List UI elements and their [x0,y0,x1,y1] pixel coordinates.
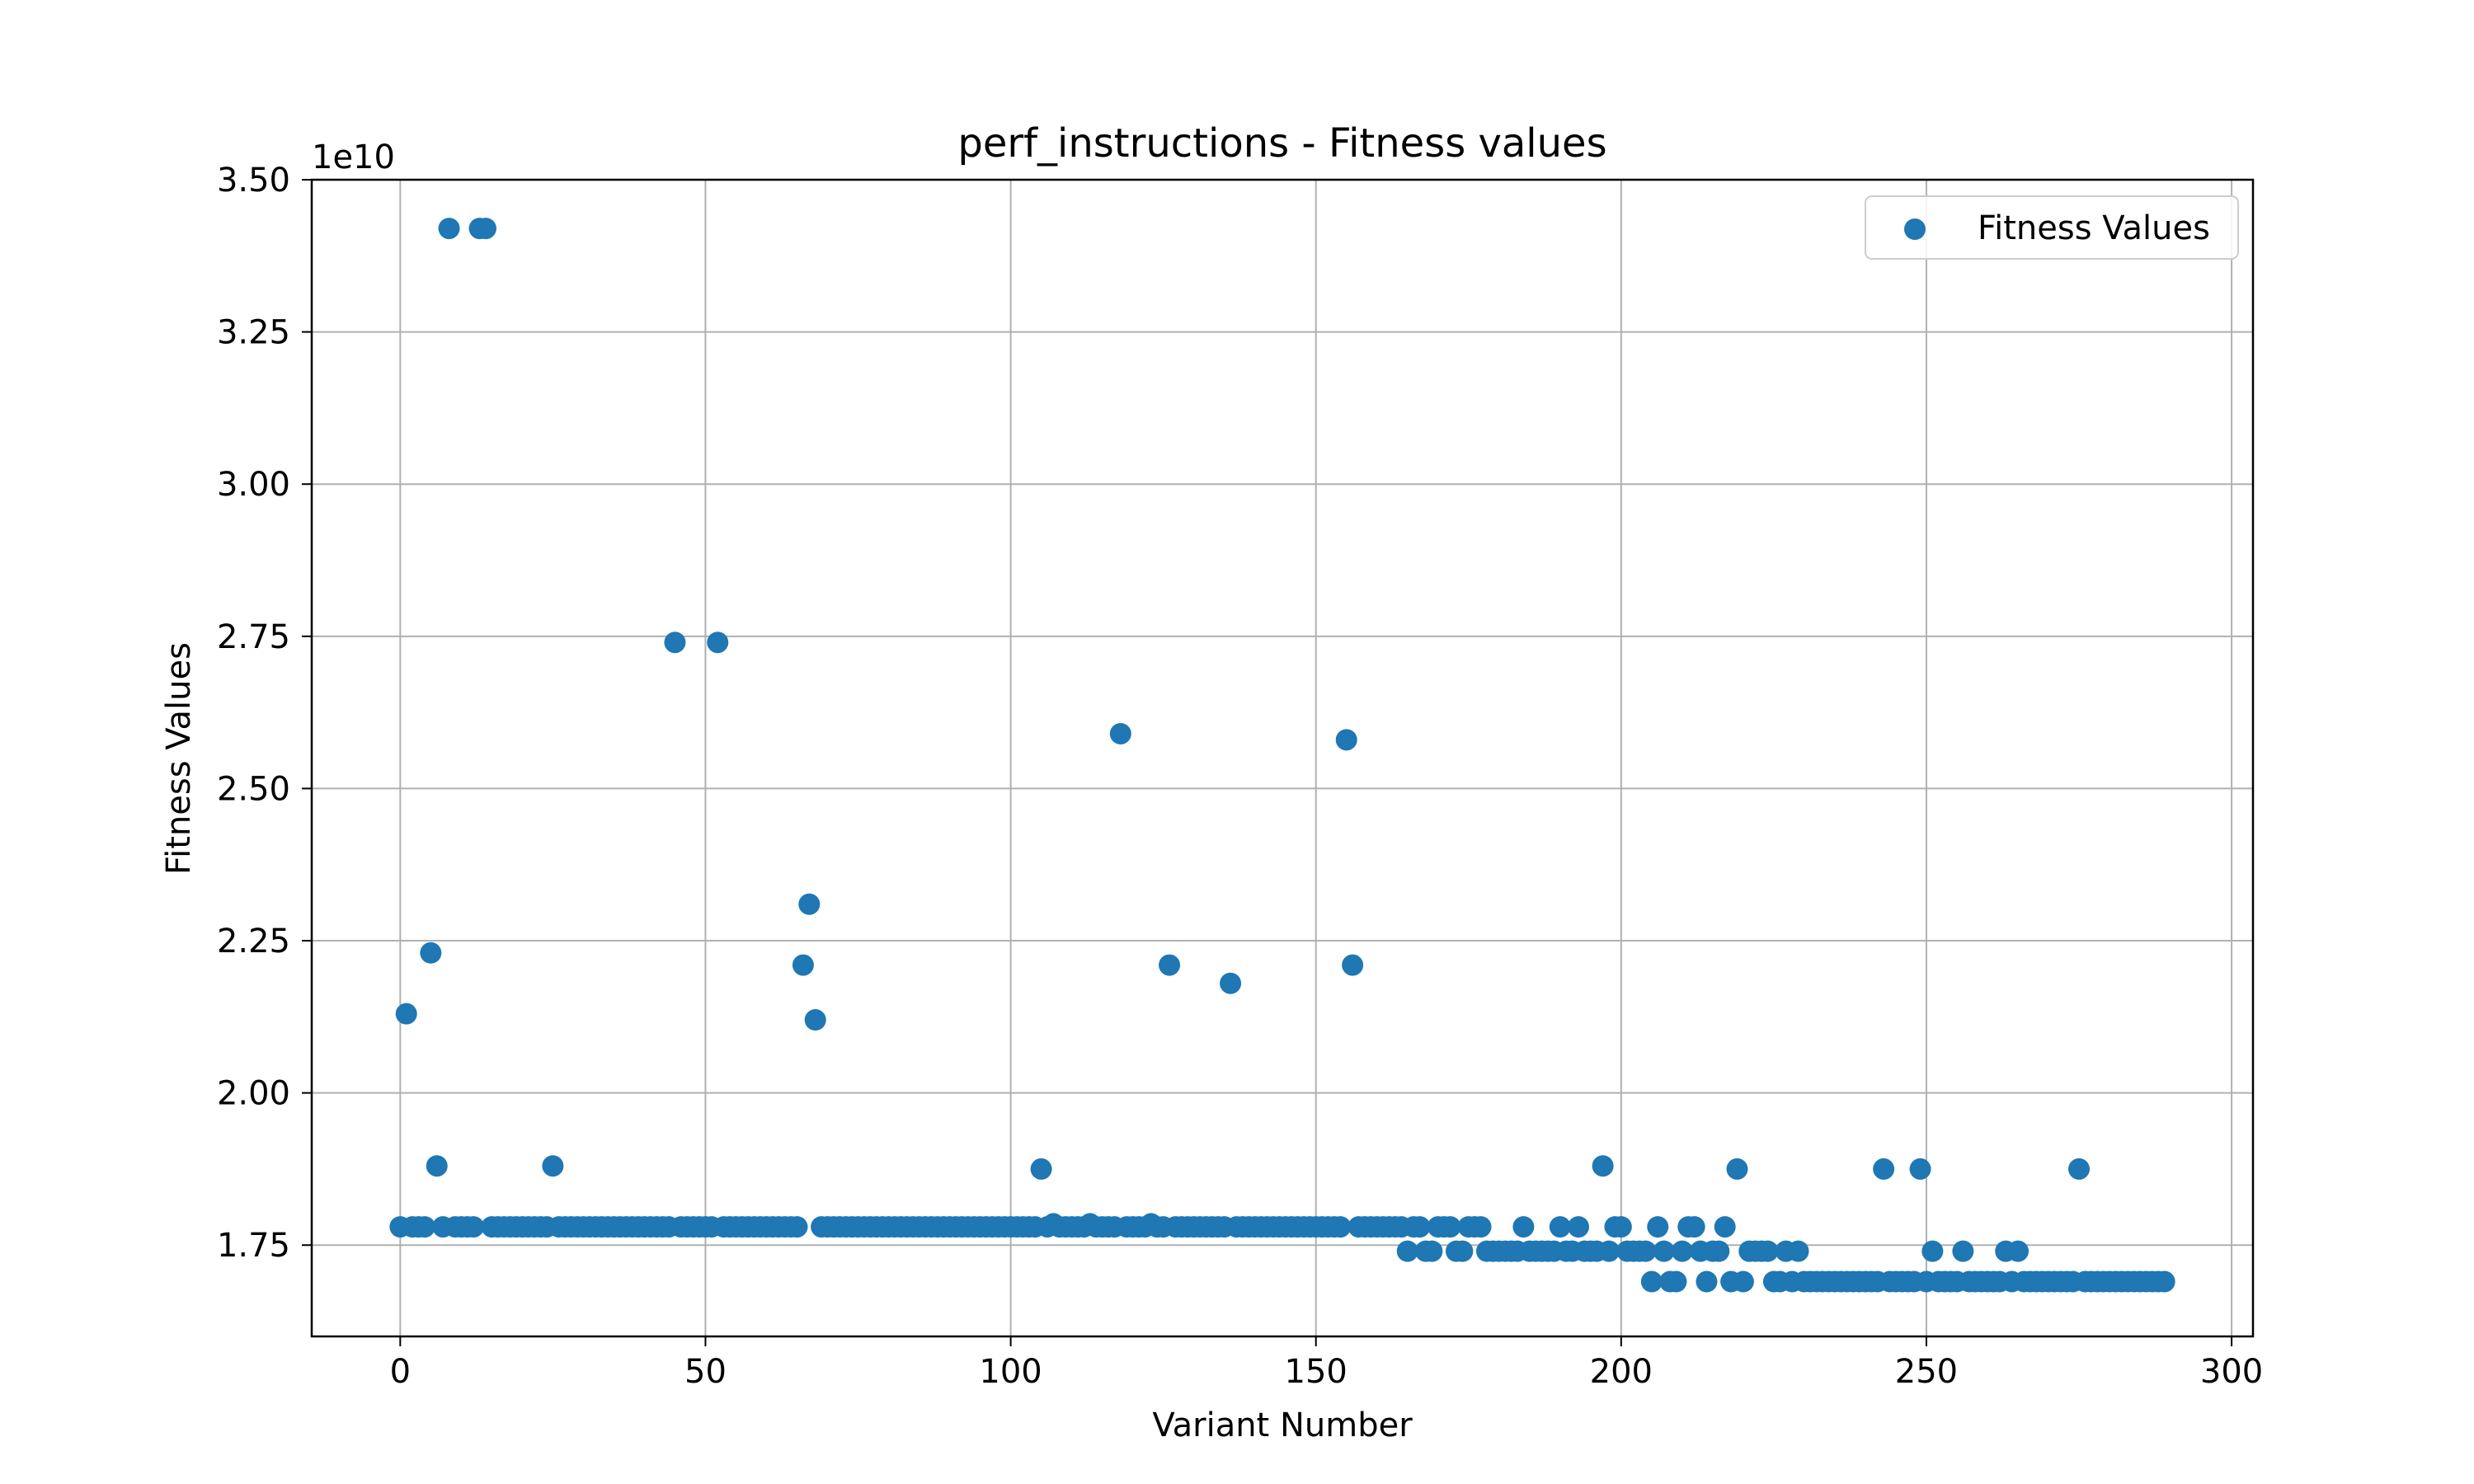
data-point [1439,1216,1461,1238]
data-point [463,1216,485,1238]
data-point [2007,1240,2030,1262]
data-point [1909,1158,1931,1180]
data-point [1873,1158,1895,1180]
data-point [798,893,821,915]
x-tick-label: 300 [2200,1353,2263,1391]
data-point [1421,1240,1443,1262]
data-point [1329,1216,1352,1238]
y-tick-label: 3.00 [217,466,290,504]
y-tick-label: 3.25 [217,314,290,352]
data-point [1726,1158,1748,1180]
y-axis-ticks: 1.75 2.00 2.25 2.50 2.75 3.00 3.25 3.50 [217,162,312,1265]
data-point [1592,1155,1614,1177]
data-point [1409,1216,1431,1238]
x-tick-label: 250 [1895,1353,1958,1391]
data-point [2153,1270,2175,1293]
data-point [1396,1240,1418,1262]
data-point [792,954,814,976]
data-point [1634,1240,1657,1262]
data-point [1512,1216,1535,1238]
x-axis-ticks: 0 50 100 150 200 250 300 [390,1336,2263,1391]
y-axis-offset-label: 1e10 [312,139,395,176]
data-point [1696,1270,1718,1293]
data-point [426,1155,448,1177]
data-point [1757,1240,1779,1262]
x-tick-label: 200 [1590,1353,1653,1391]
data-point [1653,1240,1675,1262]
data-point [1732,1270,1754,1293]
legend-label: Fitness Values [1978,209,2210,247]
data-point [1921,1240,1944,1262]
data-point [1451,1240,1474,1262]
x-tick-label: 50 [684,1353,727,1391]
data-point [1683,1216,1705,1238]
y-tick-label: 3.50 [217,162,290,200]
data-point [1470,1216,1492,1238]
data-point [1335,729,1357,751]
plot-frame [310,178,2255,1338]
data-point [786,1216,808,1238]
data-point [1708,1240,1730,1262]
y-tick-label: 1.75 [217,1227,290,1265]
data-point [474,218,496,240]
data-point [1342,954,1364,976]
legend-frame [1865,195,2239,260]
y-tick-label: 2.75 [217,618,290,656]
data-point [1159,954,1181,976]
data-point [1671,1240,1693,1262]
data-point [2068,1158,2091,1180]
data-point [707,632,729,654]
data-point [1030,1158,1052,1180]
data-point [1665,1270,1687,1293]
legend: Fitness Values [1865,195,2239,260]
chart-title: perf_instructions - Fitness values [957,120,1606,167]
x-tick-label: 0 [390,1353,411,1391]
data-point [1714,1216,1736,1238]
x-tick-label: 100 [979,1353,1042,1391]
data-point [420,942,442,964]
data-point [804,1009,826,1031]
data-point [1220,972,1242,994]
data-points [389,218,2175,1293]
y-tick-label: 2.25 [217,923,290,960]
data-point [542,1155,564,1177]
data-point [413,1216,435,1238]
data-point [1647,1216,1669,1238]
data-point [1787,1240,1809,1262]
data-point [1640,1270,1663,1293]
data-point [1549,1216,1571,1238]
data-point [1568,1216,1590,1238]
legend-marker [1904,218,1926,240]
y-tick-label: 2.00 [217,1075,290,1113]
data-point [1598,1240,1620,1262]
y-tick-label: 2.50 [217,770,290,808]
data-point [1109,722,1131,744]
y-axis-title: Fitness Values [160,642,198,875]
data-point [395,1003,417,1025]
x-axis-title: Variant Number [1152,1407,1413,1444]
data-point [438,218,460,240]
data-point [1952,1240,1974,1262]
data-point [1610,1216,1632,1238]
data-point [664,632,686,654]
x-tick-label: 150 [1285,1353,1348,1391]
